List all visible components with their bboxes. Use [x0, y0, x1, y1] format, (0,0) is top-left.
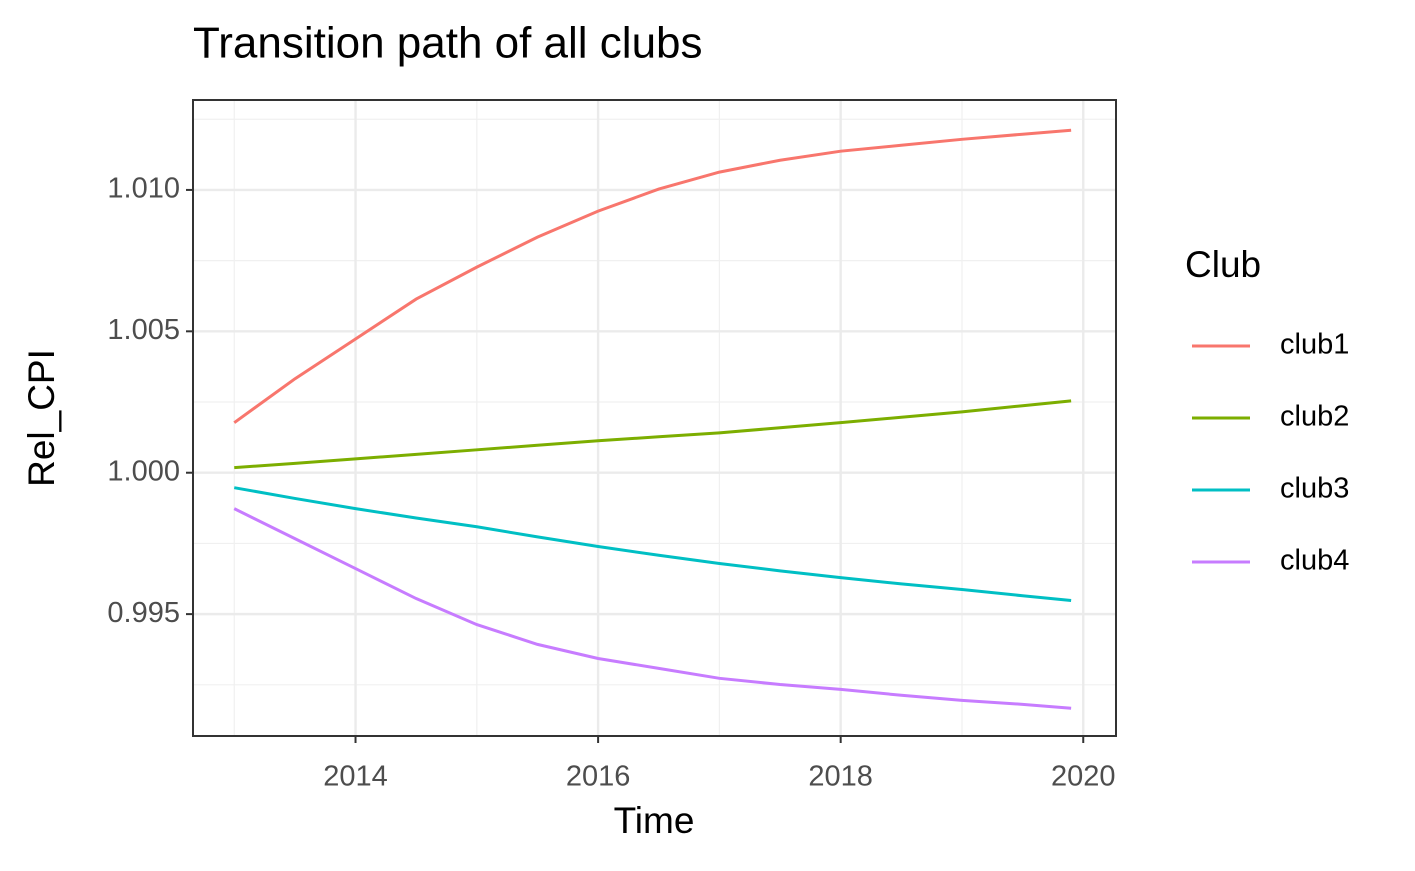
y-tick-label: 0.995 [107, 597, 180, 629]
line [233, 507, 1072, 710]
legend-title: Club [1185, 244, 1261, 285]
x-tick-label: 2014 [323, 761, 388, 793]
y-axis-label: Rel_CPI [21, 349, 62, 487]
y-tick-label: 1.005 [107, 314, 180, 346]
plot-border [192, 99, 1117, 737]
y-tick-label: 1.000 [107, 455, 180, 487]
legend-label: club1 [1280, 329, 1349, 361]
x-tick-label: 2016 [566, 761, 631, 793]
line [233, 486, 1072, 603]
x-axis-label: Time [614, 800, 695, 841]
chart-title: Transition path of all clubs [193, 19, 703, 68]
line [234, 399, 1072, 470]
legend-label: club2 [1280, 401, 1349, 433]
y-tick-label: 1.010 [107, 173, 180, 205]
x-tick-label: 2020 [1051, 761, 1116, 793]
legend-label: club4 [1280, 545, 1349, 577]
legend-label: club3 [1280, 473, 1349, 505]
line [233, 128, 1072, 424]
x-tick-label: 2018 [808, 761, 873, 793]
